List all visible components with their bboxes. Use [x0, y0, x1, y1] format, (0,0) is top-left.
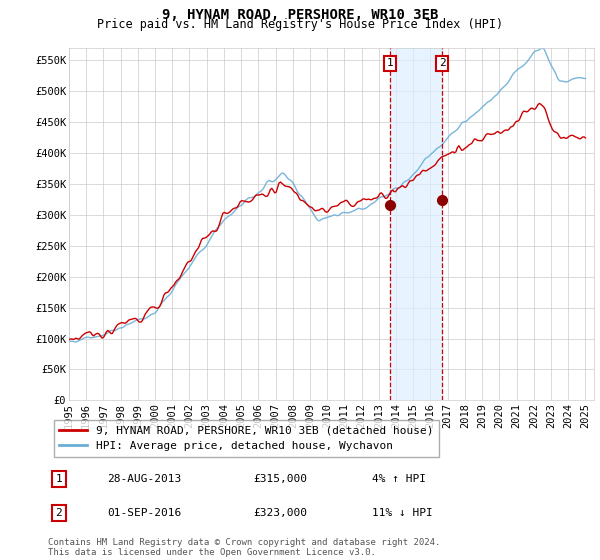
Text: 28-AUG-2013: 28-AUG-2013 — [107, 474, 182, 484]
Text: Contains HM Land Registry data © Crown copyright and database right 2024.
This d: Contains HM Land Registry data © Crown c… — [48, 538, 440, 557]
Legend: 9, HYNAM ROAD, PERSHORE, WR10 3EB (detached house), HPI: Average price, detached: 9, HYNAM ROAD, PERSHORE, WR10 3EB (detac… — [53, 420, 439, 456]
Text: Price paid vs. HM Land Registry's House Price Index (HPI): Price paid vs. HM Land Registry's House … — [97, 18, 503, 31]
Bar — [390, 48, 442, 400]
Text: £315,000: £315,000 — [253, 474, 307, 484]
Text: 4% ↑ HPI: 4% ↑ HPI — [372, 474, 426, 484]
Text: 1: 1 — [386, 58, 394, 68]
Text: £323,000: £323,000 — [253, 508, 307, 518]
Text: 1: 1 — [55, 474, 62, 484]
Text: 11% ↓ HPI: 11% ↓ HPI — [372, 508, 433, 518]
Text: 2: 2 — [55, 508, 62, 518]
Text: 2: 2 — [439, 58, 445, 68]
Text: 01-SEP-2016: 01-SEP-2016 — [107, 508, 182, 518]
Text: 9, HYNAM ROAD, PERSHORE, WR10 3EB: 9, HYNAM ROAD, PERSHORE, WR10 3EB — [162, 8, 438, 22]
